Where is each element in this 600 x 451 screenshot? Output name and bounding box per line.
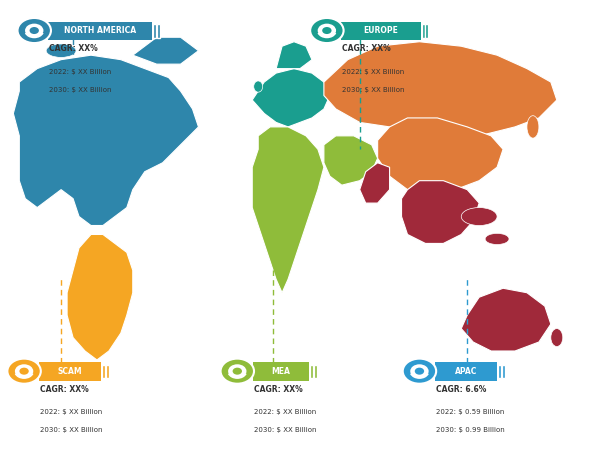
Circle shape <box>322 27 332 34</box>
Text: APAC: APAC <box>455 367 477 376</box>
Circle shape <box>29 27 39 34</box>
FancyBboxPatch shape <box>341 22 421 41</box>
Circle shape <box>415 368 424 375</box>
Text: MEA: MEA <box>271 367 290 376</box>
Ellipse shape <box>527 116 539 138</box>
Polygon shape <box>324 136 377 185</box>
Text: CAGR: XX%: CAGR: XX% <box>40 385 89 394</box>
FancyBboxPatch shape <box>425 24 428 38</box>
Polygon shape <box>67 235 133 360</box>
Circle shape <box>221 359 254 384</box>
Circle shape <box>310 18 344 43</box>
Text: CAGR: XX%: CAGR: XX% <box>254 385 303 394</box>
Circle shape <box>19 368 29 375</box>
Polygon shape <box>133 37 199 64</box>
Polygon shape <box>13 55 199 226</box>
Circle shape <box>25 23 43 37</box>
Text: EUROPE: EUROPE <box>363 27 398 36</box>
Text: 2030: $ XX Billion: 2030: $ XX Billion <box>49 87 112 92</box>
FancyBboxPatch shape <box>502 365 505 378</box>
FancyBboxPatch shape <box>157 24 160 38</box>
Text: 2030: $ XX Billion: 2030: $ XX Billion <box>40 427 103 433</box>
FancyBboxPatch shape <box>498 365 501 378</box>
Circle shape <box>403 359 436 384</box>
Text: 2030: $ 0.99 Billion: 2030: $ 0.99 Billion <box>436 427 505 433</box>
Text: 2022: $ XX Billion: 2022: $ XX Billion <box>49 69 112 74</box>
Text: CAGR: XX%: CAGR: XX% <box>49 44 98 53</box>
Polygon shape <box>461 288 551 351</box>
Polygon shape <box>252 69 330 127</box>
Circle shape <box>7 359 41 384</box>
Text: 2030: $ XX Billion: 2030: $ XX Billion <box>254 427 317 433</box>
Text: NORTH AMERICA: NORTH AMERICA <box>64 27 136 36</box>
Text: CAGR: 6.6%: CAGR: 6.6% <box>436 385 487 394</box>
FancyBboxPatch shape <box>39 362 101 381</box>
Circle shape <box>228 364 247 378</box>
Polygon shape <box>360 163 389 203</box>
Ellipse shape <box>551 329 563 346</box>
Ellipse shape <box>461 207 497 226</box>
Circle shape <box>17 18 51 43</box>
Circle shape <box>410 364 428 378</box>
Polygon shape <box>276 42 312 69</box>
Circle shape <box>233 368 242 375</box>
FancyBboxPatch shape <box>314 365 317 378</box>
FancyBboxPatch shape <box>435 362 497 381</box>
Ellipse shape <box>46 44 76 57</box>
Text: 2030: $ XX Billion: 2030: $ XX Billion <box>342 87 404 92</box>
Polygon shape <box>324 42 557 136</box>
FancyBboxPatch shape <box>103 365 106 378</box>
Text: 2022: $ 0.59 Billion: 2022: $ 0.59 Billion <box>436 409 505 415</box>
Circle shape <box>15 364 33 378</box>
Text: SCAM: SCAM <box>58 367 82 376</box>
FancyBboxPatch shape <box>153 24 156 38</box>
Text: 2022: $ XX Billion: 2022: $ XX Billion <box>254 409 316 415</box>
FancyBboxPatch shape <box>422 24 425 38</box>
FancyBboxPatch shape <box>106 365 109 378</box>
FancyBboxPatch shape <box>310 365 313 378</box>
Circle shape <box>317 23 336 37</box>
FancyBboxPatch shape <box>48 22 152 41</box>
Ellipse shape <box>485 233 509 244</box>
Polygon shape <box>252 127 324 293</box>
FancyBboxPatch shape <box>253 362 309 381</box>
Text: 2022: $ XX Billion: 2022: $ XX Billion <box>40 409 103 415</box>
Text: 2022: $ XX Billion: 2022: $ XX Billion <box>342 69 404 74</box>
Text: CAGR: XX%: CAGR: XX% <box>342 44 391 53</box>
Ellipse shape <box>254 81 263 92</box>
Polygon shape <box>401 181 479 244</box>
Polygon shape <box>377 118 503 194</box>
